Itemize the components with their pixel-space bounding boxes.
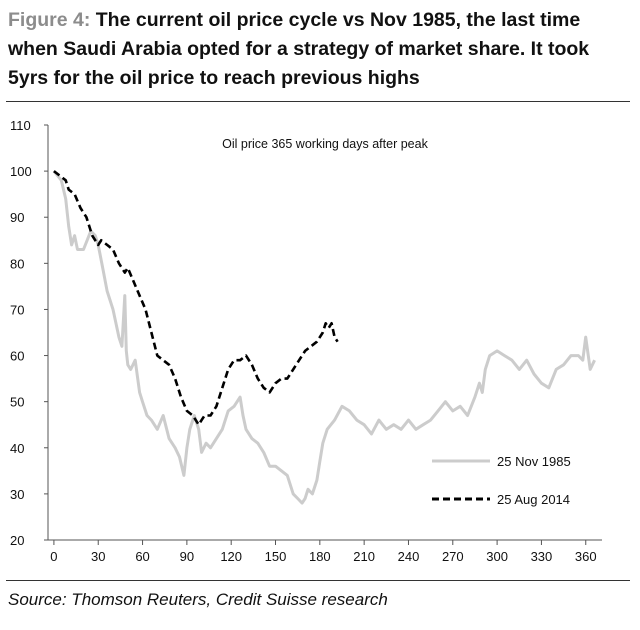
series-line-25-aug-2014 [53, 170, 339, 427]
y-tick-label: 30 [10, 487, 24, 502]
y-tick-label: 100 [10, 164, 32, 179]
x-tick-label: 240 [398, 549, 420, 564]
y-tick-label: 70 [10, 302, 24, 317]
x-tick-label: 60 [135, 549, 149, 564]
series-group [52, 170, 596, 505]
y-tick-label: 20 [10, 533, 24, 548]
chart-title: Oil price 365 working days after peak [222, 137, 428, 151]
x-tick-label: 150 [265, 549, 287, 564]
x-tick-label: 270 [442, 549, 464, 564]
y-tick-label: 90 [10, 210, 24, 225]
x-tick-label: 30 [91, 549, 105, 564]
top-rule [6, 101, 630, 102]
x-tick-label: 360 [575, 549, 597, 564]
x-tick-label: 120 [220, 549, 242, 564]
y-tick-label: 60 [10, 349, 24, 364]
y-tick-label: 50 [10, 395, 24, 410]
x-tick-label: 0 [50, 549, 57, 564]
figure-title: Figure 4: The current oil price cycle vs… [8, 6, 632, 93]
y-tick-label: 80 [10, 256, 24, 271]
x-tick-label: 180 [309, 549, 331, 564]
legend-label-2014: 25 Aug 2014 [497, 492, 570, 507]
x-tick-label: 210 [353, 549, 375, 564]
y-tick-label: 110 [10, 118, 31, 133]
y-axis-ticks: 20 30 40 50 60 70 80 90 100 110 [10, 118, 48, 548]
figure-label: Figure 4: [8, 9, 91, 31]
legend-label-1985: 25 Nov 1985 [497, 454, 571, 469]
x-tick-label: 90 [180, 549, 194, 564]
series-line-25-nov-1985 [52, 170, 596, 505]
bottom-rule [6, 580, 630, 581]
source-note: Source: Thomson Reuters, Credit Suisse r… [8, 590, 388, 609]
x-tick-label: 300 [486, 549, 508, 564]
legend: 25 Nov 1985 25 Aug 2014 [432, 454, 571, 507]
y-tick-label: 40 [10, 441, 24, 456]
x-axis-ticks: 0 30 60 90 120 150 180 210 240 270 300 330 360 [50, 540, 597, 564]
figure-title-text: The current oil price cycle vs Nov 1985,… [8, 9, 590, 89]
x-tick-label: 330 [531, 549, 553, 564]
